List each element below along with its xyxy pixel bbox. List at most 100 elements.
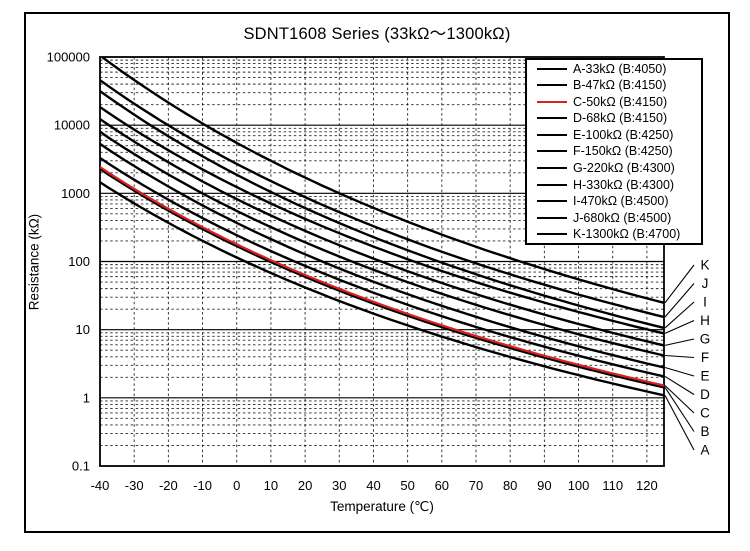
curve-I xyxy=(100,89,664,330)
legend-item-C: C-50kΩ (B:4150) xyxy=(527,94,701,110)
curve-F xyxy=(100,130,664,357)
curve-end-label-E: E xyxy=(700,369,709,384)
legend: A-33kΩ (B:4050) B-47kΩ (B:4150) C-50kΩ (B:… xyxy=(525,58,703,245)
legend-line-swatch xyxy=(537,67,567,70)
plot-frame xyxy=(99,56,665,467)
curve-G xyxy=(100,117,664,347)
legend-item-F: F-150kΩ (B:4250) xyxy=(527,143,701,159)
x-tick-label: 80 xyxy=(503,478,517,493)
curve-K xyxy=(100,57,664,304)
curves xyxy=(100,57,664,397)
y-axis-tick-labels: 100000 10000 1000 100 10 1 0.1 xyxy=(47,50,90,474)
x-tick-label: -30 xyxy=(125,478,144,493)
curve-end-label-D: D xyxy=(700,387,710,402)
y-tick-label: 10000 xyxy=(54,118,90,133)
y-tick-label: 0.1 xyxy=(72,459,90,474)
legend-item-label: G-220kΩ (B:4300) xyxy=(573,161,675,176)
x-tick-label: 0 xyxy=(233,478,240,493)
curve-E xyxy=(100,142,664,369)
chart-title: SDNT1608 Series (33kΩ～1300kΩ) xyxy=(243,25,511,43)
x-tick-label: -10 xyxy=(193,478,212,493)
x-tick-label: 110 xyxy=(602,478,623,493)
legend-item-label: I-470kΩ (B:4500) xyxy=(573,194,669,209)
curve-end-label-H: H xyxy=(700,313,710,328)
curve-A xyxy=(100,181,664,397)
x-tick-label: 20 xyxy=(298,478,312,493)
curve-end-label-B: B xyxy=(700,424,709,439)
y-axis-title: Resistance (kΩ) xyxy=(26,213,42,311)
legend-item-A: A-33kΩ (B:4050) xyxy=(527,61,701,77)
y-tick-label: 100000 xyxy=(47,50,90,65)
leader-line-B xyxy=(664,387,695,432)
legend-line-swatch xyxy=(537,117,567,120)
curve-end-label-J: J xyxy=(702,276,709,291)
legend-item-label: C-50kΩ (B:4150) xyxy=(573,94,668,109)
legend-line-swatch xyxy=(537,84,567,87)
y-tick-label: 1000 xyxy=(61,186,90,201)
legend-item-label: D-68kΩ (B:4150) xyxy=(573,111,668,126)
legend-item-label: E-100kΩ (B:4250) xyxy=(573,127,674,142)
curve-B xyxy=(100,167,664,389)
legend-item-label: J-680kΩ (B:4500) xyxy=(573,210,672,225)
x-tick-label: 60 xyxy=(435,478,449,493)
legend-item-I: I-470kΩ (B:4500) xyxy=(527,193,701,209)
y-tick-label: 100 xyxy=(68,254,90,269)
legend-line-swatch xyxy=(537,133,567,136)
curve-end-label-G: G xyxy=(700,332,711,347)
legend-line-swatch xyxy=(537,167,567,170)
leader-line-H xyxy=(664,319,695,334)
x-tick-label: 10 xyxy=(264,478,278,493)
x-tick-label: 70 xyxy=(469,478,483,493)
x-tick-label: -40 xyxy=(91,478,110,493)
legend-item-H: H-330kΩ (B:4300) xyxy=(527,177,701,193)
legend-item-label: A-33kΩ (B:4050) xyxy=(573,61,667,76)
x-tick-label: 50 xyxy=(400,478,414,493)
x-axis-tick-labels: -40 -30 -20 -10 0 10 20 30 40 50 60 70 80 90 100 110 120 xyxy=(91,478,658,493)
x-tick-label: -20 xyxy=(159,478,178,493)
legend-line-swatch xyxy=(537,233,567,236)
legend-item-label: K-1300kΩ (B:4700) xyxy=(573,227,681,242)
leader-line-J xyxy=(664,283,695,318)
legend-line-swatch xyxy=(537,183,567,186)
x-tick-label: 30 xyxy=(332,478,346,493)
y-tick-label: 10 xyxy=(76,322,90,337)
curve-end-label-I: I xyxy=(703,295,707,310)
legend-item-D: D-68kΩ (B:4150) xyxy=(527,110,701,126)
x-tick-label: 120 xyxy=(636,478,658,493)
x-tick-label: 40 xyxy=(366,478,380,493)
legend-item-K: K-1300kΩ (B:4700) xyxy=(527,226,701,242)
leader-line-K xyxy=(664,264,695,304)
legend-item-E: E-100kΩ (B:4250) xyxy=(527,127,701,143)
leader-line-C xyxy=(664,385,695,414)
x-axis-title: Temperature (℃) xyxy=(330,499,434,514)
legend-line-swatch xyxy=(537,216,567,219)
legend-item-G: G-220kΩ (B:4300) xyxy=(527,160,701,176)
curve-D xyxy=(100,156,664,378)
leader-line-I xyxy=(664,301,695,329)
leader-line-G xyxy=(664,338,695,346)
curve-end-label-F: F xyxy=(701,350,709,365)
curve-J xyxy=(100,79,664,319)
curve-end-label-C: C xyxy=(700,406,710,421)
legend-item-label: H-330kΩ (B:4300) xyxy=(573,177,675,192)
legend-line-swatch xyxy=(537,150,567,153)
legend-item-label: B-47kΩ (B:4150) xyxy=(573,78,667,93)
curve-end-label-K: K xyxy=(700,258,709,273)
x-tick-label: 90 xyxy=(537,478,551,493)
legend-item-J: J-680kΩ (B:4500) xyxy=(527,210,701,226)
x-tick-label: 100 xyxy=(568,478,590,493)
curve-C xyxy=(100,166,664,387)
legend-item-B: B-47kΩ (B:4150) xyxy=(527,77,701,93)
curve-end-label-A: A xyxy=(700,443,709,458)
legend-item-label: F-150kΩ (B:4250) xyxy=(573,144,673,159)
legend-line-swatch xyxy=(537,200,567,203)
curve-H xyxy=(100,105,664,335)
leader-line-E xyxy=(664,366,695,377)
legend-line-swatch xyxy=(537,100,567,103)
leader-line-A xyxy=(664,395,695,451)
leader-line-D xyxy=(664,375,695,395)
y-tick-label: 1 xyxy=(83,390,90,405)
leader-line-F xyxy=(664,354,695,359)
